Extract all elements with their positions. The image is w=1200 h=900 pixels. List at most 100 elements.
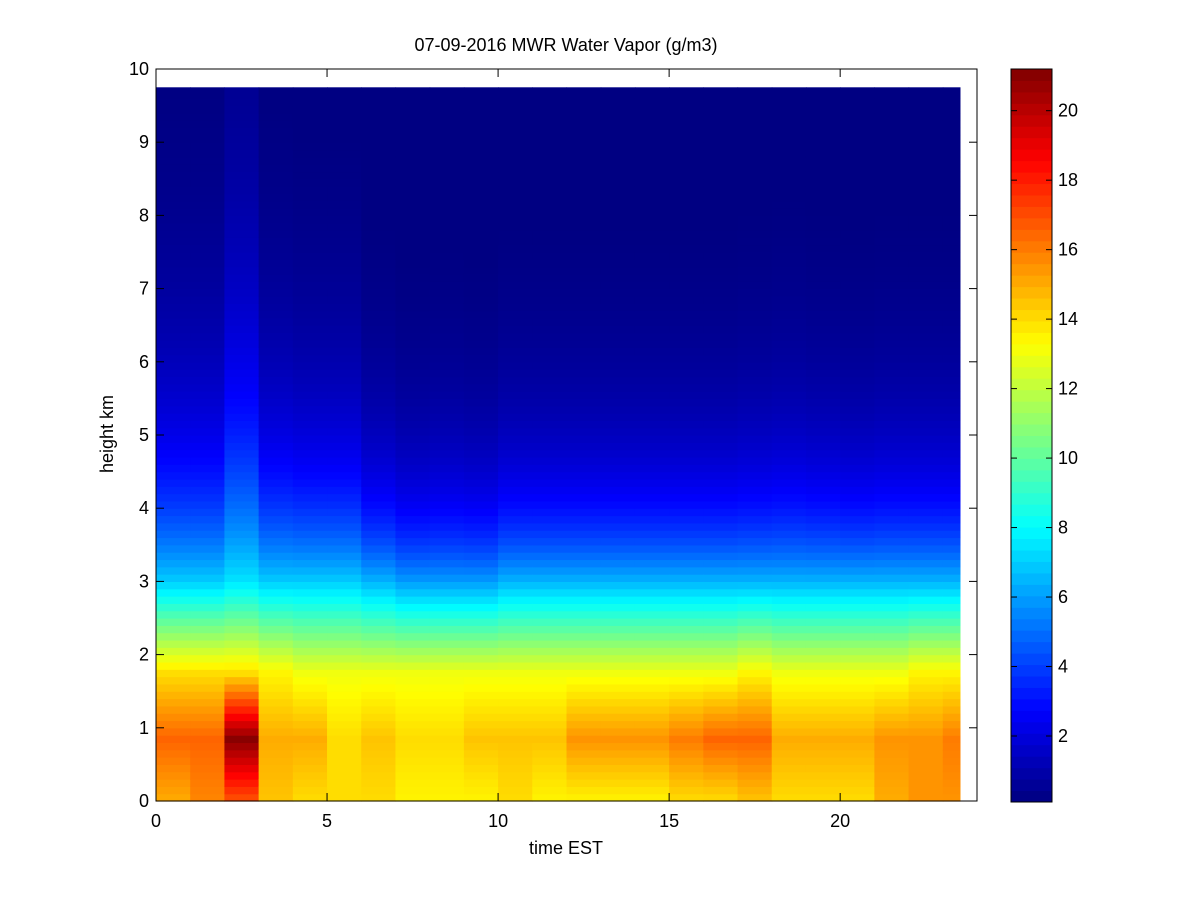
heatmap-cell bbox=[327, 273, 362, 282]
heatmap-cell bbox=[532, 596, 568, 604]
heatmap-cell bbox=[361, 310, 397, 319]
heatmap-cell bbox=[156, 310, 191, 319]
heatmap-cell bbox=[190, 230, 226, 238]
heatmap-cell bbox=[156, 112, 191, 121]
heatmap-cell bbox=[156, 156, 191, 165]
heatmap-cell bbox=[634, 676, 670, 685]
heatmap-cell bbox=[874, 471, 910, 480]
heatmap-cell bbox=[429, 537, 465, 546]
heatmap-cell bbox=[669, 288, 704, 297]
heatmap-cell bbox=[942, 127, 961, 136]
heatmap-cell bbox=[771, 683, 807, 692]
heatmap-cell bbox=[566, 112, 602, 121]
heatmap-cell bbox=[327, 683, 362, 692]
heatmap-cell bbox=[840, 456, 875, 465]
heatmap-cell bbox=[327, 749, 362, 758]
heatmap-cell bbox=[327, 339, 362, 348]
heatmap-cell bbox=[703, 420, 739, 429]
heatmap-cell bbox=[292, 661, 328, 670]
heatmap-cell bbox=[498, 178, 533, 187]
heatmap-cell bbox=[429, 164, 465, 173]
heatmap-cell bbox=[805, 669, 841, 678]
heatmap-cell bbox=[737, 134, 773, 143]
heatmap-cell bbox=[908, 749, 944, 758]
heatmap-cell bbox=[566, 178, 602, 187]
heatmap-cell bbox=[634, 647, 670, 656]
heatmap-cell bbox=[292, 383, 328, 392]
heatmap-cell bbox=[361, 749, 397, 758]
heatmap-cell bbox=[805, 639, 841, 648]
heatmap-cell bbox=[258, 266, 294, 275]
heatmap-cell bbox=[566, 698, 602, 707]
heatmap-cell bbox=[942, 559, 961, 568]
heatmap-cell bbox=[292, 164, 328, 173]
heatmap-cell bbox=[634, 537, 670, 546]
heatmap-cell bbox=[840, 735, 875, 744]
heatmap-cell bbox=[190, 112, 226, 121]
heatmap-cell bbox=[669, 149, 704, 158]
heatmap-cell bbox=[942, 632, 961, 641]
heatmap-cell bbox=[258, 391, 294, 399]
heatmap-cell bbox=[737, 618, 773, 626]
heatmap-cell bbox=[361, 449, 397, 458]
heatmap-cell bbox=[498, 266, 533, 275]
heatmap-cell bbox=[327, 764, 362, 773]
heatmap-cell bbox=[566, 552, 602, 561]
heatmap-cell bbox=[805, 237, 841, 246]
heatmap-cell bbox=[532, 647, 568, 656]
heatmap-cell bbox=[805, 405, 841, 414]
heatmap-cell bbox=[156, 779, 191, 787]
heatmap-cell bbox=[224, 698, 260, 707]
heatmap-cell bbox=[805, 171, 841, 180]
heatmap-cell bbox=[463, 683, 499, 692]
heatmap-cell bbox=[463, 705, 499, 714]
heatmap-cell bbox=[156, 581, 191, 590]
heatmap-cell bbox=[498, 105, 533, 114]
heatmap-cell bbox=[395, 149, 431, 158]
heatmap-cell bbox=[463, 413, 499, 421]
heatmap-cell bbox=[463, 186, 499, 195]
heatmap-cell bbox=[771, 449, 807, 458]
heatmap-cell bbox=[840, 691, 875, 700]
heatmap-cell bbox=[874, 735, 910, 744]
heatmap-cell bbox=[874, 112, 910, 121]
heatmap-cell bbox=[224, 654, 260, 663]
heatmap-cell bbox=[532, 574, 568, 582]
heatmap-cell bbox=[395, 683, 431, 692]
heatmap-cell bbox=[498, 596, 533, 604]
heatmap-cell bbox=[908, 442, 944, 451]
heatmap-cell bbox=[908, 413, 944, 421]
heatmap-cell bbox=[600, 149, 636, 158]
heatmap-cell bbox=[874, 530, 910, 539]
heatmap-cell bbox=[771, 508, 807, 517]
heatmap-cell bbox=[190, 757, 226, 765]
heatmap-cell bbox=[532, 508, 568, 517]
heatmap-cell bbox=[566, 273, 602, 282]
colorbar-tick-label: 8 bbox=[1058, 518, 1068, 538]
heatmap-cell bbox=[429, 764, 465, 773]
heatmap-cell bbox=[361, 500, 397, 509]
heatmap-cell bbox=[258, 581, 294, 590]
heatmap-cell bbox=[840, 325, 875, 334]
heatmap-cell bbox=[258, 618, 294, 626]
heatmap-cell bbox=[224, 435, 260, 443]
heatmap-cell bbox=[669, 786, 704, 795]
heatmap-cell bbox=[908, 493, 944, 502]
heatmap-cell bbox=[361, 581, 397, 590]
heatmap-cell bbox=[463, 661, 499, 670]
heatmap-cell bbox=[600, 230, 636, 238]
heatmap-cell bbox=[327, 552, 362, 561]
heatmap-cell bbox=[669, 230, 704, 238]
heatmap-cell bbox=[703, 471, 739, 480]
heatmap-cell bbox=[292, 537, 328, 546]
heatmap-cell bbox=[566, 456, 602, 465]
heatmap-cell bbox=[224, 427, 260, 436]
heatmap-cell bbox=[703, 442, 739, 451]
heatmap-cell bbox=[156, 134, 191, 143]
heatmap-cell bbox=[395, 105, 431, 114]
heatmap-cell bbox=[429, 193, 465, 202]
heatmap-cell bbox=[395, 142, 431, 151]
heatmap-cell bbox=[669, 471, 704, 480]
heatmap-cell bbox=[498, 303, 533, 312]
heatmap-cell bbox=[156, 698, 191, 707]
